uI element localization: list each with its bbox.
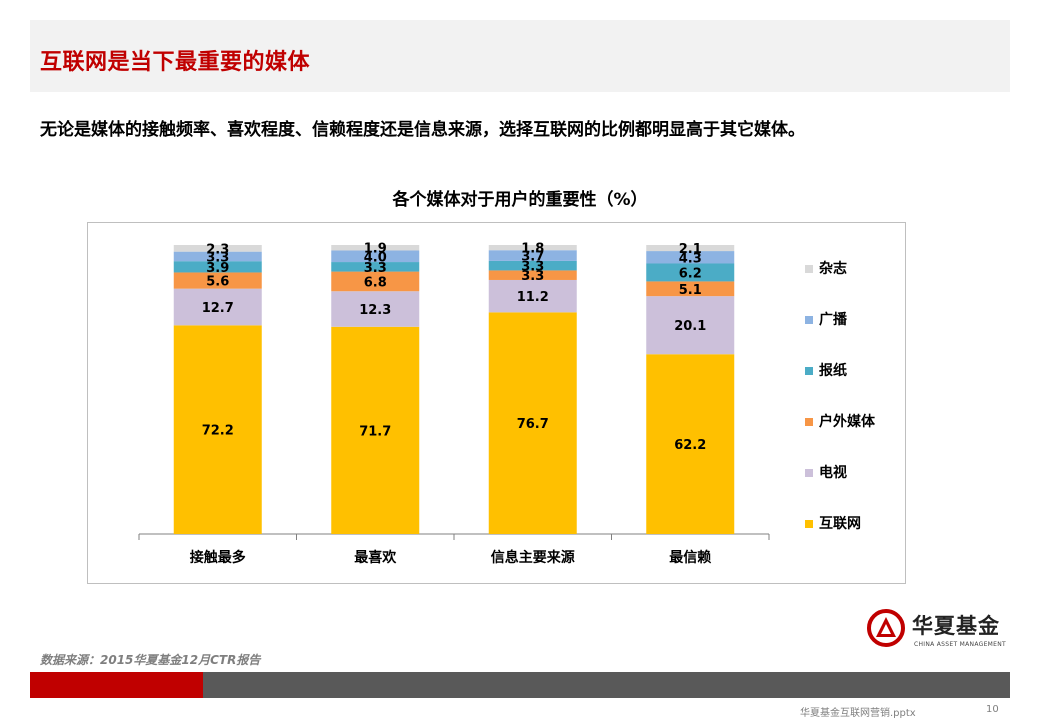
bar-segment	[488, 250, 577, 261]
bar-segment	[488, 260, 577, 271]
bar-value-label: 2.1	[679, 242, 702, 257]
x-axis-tick-label: 信息主要来源	[491, 549, 575, 566]
bar-value-label: 5.1	[679, 283, 702, 298]
legend-swatch	[805, 367, 813, 375]
bar-segment	[331, 326, 420, 534]
bar-value-label: 76.7	[517, 417, 549, 432]
title-bar	[30, 20, 1010, 92]
legend-item: 电视	[805, 462, 847, 482]
bar-segment	[331, 291, 420, 327]
bar-value-label: 3.7	[521, 250, 544, 265]
bar-segment	[646, 296, 735, 355]
bar-value-label: 6.2	[679, 266, 702, 281]
bar-segment	[331, 245, 420, 251]
bar-value-label: 20.1	[674, 319, 706, 334]
x-axis-tick-label: 最信赖	[669, 549, 711, 566]
bar-value-label: 11.2	[517, 290, 549, 305]
footer-filename: 华夏基金互联网营销.pptx	[800, 708, 916, 719]
x-axis-tick-label: 最喜欢	[354, 549, 397, 566]
bar-segment	[488, 279, 577, 313]
bar-value-label: 6.8	[364, 275, 387, 290]
legend-swatch	[805, 316, 813, 324]
legend-label: 电视	[819, 465, 847, 481]
bar-segment	[173, 251, 262, 262]
legend-swatch	[805, 265, 813, 273]
bar-segment	[173, 325, 262, 534]
bar-value-label: 62.2	[674, 438, 706, 453]
company-logo: 华夏基金 CHINA ASSET MANAGEMENT	[866, 608, 1016, 654]
legend-item: 户外媒体	[805, 411, 875, 431]
legend-item: 杂志	[805, 258, 847, 278]
bar-segment	[331, 271, 420, 292]
bar-segment	[331, 262, 420, 272]
bar-segment	[646, 263, 735, 282]
legend-label: 报纸	[819, 363, 847, 379]
legend-label: 互联网	[819, 516, 861, 532]
bar-value-label: 12.3	[359, 303, 391, 318]
bar-value-label: 4.0	[364, 250, 387, 265]
bar-segment	[646, 245, 735, 252]
slide-title: 互联网是当下最重要的媒体	[40, 50, 311, 75]
bar-segment	[646, 354, 735, 534]
bar-value-label: 72.2	[202, 424, 234, 439]
logo-name-en: CHINA ASSET MANAGEMENT	[914, 641, 1006, 648]
bar-segment	[173, 272, 262, 289]
legend-item: 报纸	[805, 360, 847, 380]
bar-value-label: 3.3	[364, 261, 387, 276]
bar-segment	[646, 251, 735, 264]
bar-value-label: 1.9	[364, 242, 387, 257]
bar-segment	[173, 288, 262, 326]
legend-item: 互联网	[805, 513, 861, 533]
bar-value-label: 5.6	[206, 275, 229, 290]
legend-swatch	[805, 418, 813, 426]
logo-emblem-icon	[867, 609, 905, 647]
bar-value-label: 71.7	[359, 424, 391, 439]
bar-value-label: 2.3	[206, 242, 229, 257]
page-number: 10	[986, 704, 999, 715]
bar-segment	[331, 250, 420, 263]
logo-name-cn: 华夏基金	[912, 614, 1000, 638]
bar-value-label: 1.8	[521, 242, 544, 257]
data-source-note: 数据来源：2015华夏基金12月CTR报告	[40, 653, 261, 667]
bar-value-label: 4.3	[679, 251, 702, 266]
bar-value-label: 3.9	[206, 261, 229, 276]
legend-swatch	[805, 469, 813, 477]
bar-segment	[488, 270, 577, 280]
slide-subtitle: 无论是媒体的接触频率、喜欢程度、信赖程度还是信息来源，选择互联网的比例都明显高于…	[40, 120, 805, 140]
bar-segment	[488, 245, 577, 251]
legend-item: 广播	[805, 309, 847, 329]
bar-segment	[646, 281, 735, 297]
bar-value-label: 3.3	[206, 250, 229, 265]
legend-label: 杂志	[819, 261, 847, 277]
x-axis-tick-label: 接触最多	[190, 549, 246, 566]
legend-label: 广播	[819, 312, 847, 328]
legend-swatch	[805, 520, 813, 528]
chart-title: 各个媒体对于用户的重要性（%）	[392, 190, 648, 210]
legend-label: 户外媒体	[819, 414, 875, 430]
bar-segment	[173, 245, 262, 252]
bar-value-label: 3.3	[521, 269, 544, 284]
stacked-bar-chart: 72.212.75.63.93.32.3接触最多71.712.36.83.34.…	[138, 242, 770, 566]
bar-segment	[488, 312, 577, 534]
bar-value-label: 12.7	[202, 301, 234, 316]
bar-segment	[173, 261, 262, 273]
bar-value-label: 3.3	[521, 260, 544, 275]
footer-accent-bar	[30, 672, 203, 698]
